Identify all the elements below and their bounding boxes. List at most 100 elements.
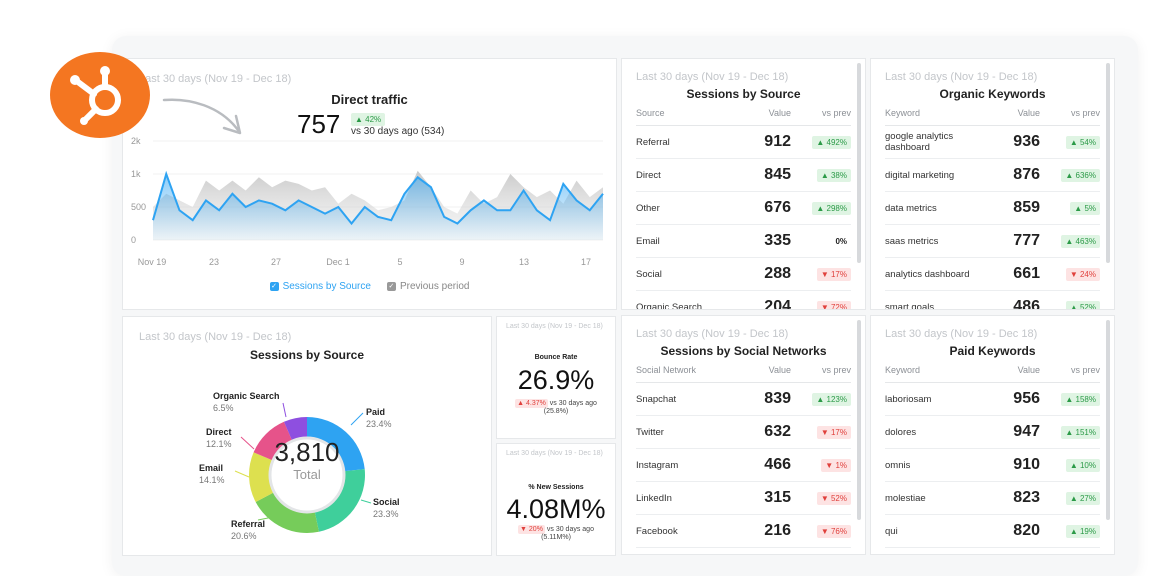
- column-header[interactable]: vs prev: [821, 365, 851, 375]
- social-networks-table: Social Network Value vs prev Snapchat 839 ▲ 1…: [636, 358, 851, 548]
- row-value: 204: [764, 298, 791, 310]
- sessions-by-source-table-card: Last 30 days (Nov 19 - Dec 18) Sessions …: [621, 58, 866, 310]
- column-header[interactable]: Value: [1017, 365, 1040, 375]
- column-header[interactable]: Social Network: [636, 365, 697, 375]
- table-row[interactable]: google analytics dashboard 936 ▲ 54%: [885, 126, 1100, 159]
- column-header[interactable]: vs prev: [1070, 108, 1100, 118]
- donut-slice-direct[interactable]: [253, 421, 292, 461]
- card-title: Sessions by Source: [249, 348, 365, 362]
- row-change-cell: ▲ 54%: [1040, 135, 1100, 149]
- column-header[interactable]: Source: [636, 108, 665, 118]
- row-change-cell: ▼ 24%: [1040, 267, 1100, 281]
- table-row[interactable]: Social 288 ▼ 17%: [636, 258, 851, 291]
- slice-percent: 23.3%: [373, 509, 399, 519]
- table-row[interactable]: Organic Search 204 ▼ 72%: [636, 291, 851, 310]
- row-value: 859: [1013, 199, 1040, 216]
- checkbox-checked-icon[interactable]: ✓: [386, 282, 396, 291]
- slice-percent: 20.6%: [231, 531, 257, 541]
- column-header[interactable]: vs prev: [1070, 365, 1100, 375]
- row-value: 486: [1013, 298, 1040, 310]
- period-label: Last 30 days (Nov 19 - Dec 18): [139, 331, 292, 343]
- y-tick-label: 0: [131, 235, 136, 245]
- table-row[interactable]: Facebook 216 ▼ 76%: [636, 515, 851, 548]
- change-badge: ▲ 52%: [1065, 300, 1100, 309]
- column-header[interactable]: Value: [768, 108, 791, 118]
- row-change-cell: ▲ 158%: [1040, 392, 1100, 406]
- table-row[interactable]: Other 676 ▲ 298%: [636, 192, 851, 225]
- table-row[interactable]: Direct 845 ▲ 38%: [636, 159, 851, 192]
- slice-percent: 23.4%: [366, 419, 392, 429]
- change-badge: ▲ 151%: [1061, 425, 1100, 439]
- change-badge: ▲ 463%: [1061, 234, 1100, 248]
- table-row[interactable]: Snapchat 839 ▲ 123%: [636, 383, 851, 416]
- row-change-cell: ▲ 38%: [791, 168, 851, 182]
- column-header[interactable]: Value: [768, 365, 791, 375]
- kpi-compare-row: ▲ 4.37% vs 30 days ago: [497, 399, 615, 408]
- row-value: 947: [1013, 423, 1040, 440]
- x-tick-label: Dec 1: [326, 257, 350, 267]
- table-row[interactable]: Email 335 0%: [636, 225, 851, 258]
- slice-leader-line: [282, 402, 287, 418]
- row-label: analytics dashboard: [885, 268, 970, 280]
- table-header: Keyword Value vs prev: [885, 358, 1100, 383]
- kpi-compare: vs 30 days ago: [549, 400, 597, 407]
- table-row[interactable]: Instagram 466 ▼ 1%: [636, 449, 851, 482]
- row-value: 216: [764, 522, 791, 539]
- row-change-cell: 0%: [791, 235, 851, 248]
- donut-slice-organic-search[interactable]: [283, 417, 307, 441]
- column-header[interactable]: Value: [1017, 108, 1040, 118]
- x-tick-label: 13: [519, 257, 529, 267]
- column-header[interactable]: Keyword: [885, 365, 921, 375]
- row-change-cell: ▲ 10%: [1040, 458, 1100, 472]
- donut-slice-paid[interactable]: [307, 417, 365, 472]
- table-row[interactable]: omnis 910 ▲ 10%: [885, 449, 1100, 482]
- x-tick-label: Nov 19: [138, 257, 167, 267]
- traffic-area-chart: 2k 1k 500 0 Nov 19 23 27 Dec 1 5 9 13 17: [131, 136, 604, 267]
- donut-slice-social[interactable]: [314, 469, 365, 532]
- row-label: Facebook: [636, 525, 678, 537]
- table-header: Keyword Value vs prev: [885, 101, 1100, 126]
- table-row[interactable]: digital marketing 876 ▲ 636%: [885, 159, 1100, 192]
- legend-item-sessions[interactable]: ✓ Sessions by Source: [269, 281, 371, 292]
- row-value: 823: [1013, 489, 1040, 506]
- table-row[interactable]: qui 820 ▲ 19%: [885, 515, 1100, 548]
- column-header[interactable]: Keyword: [885, 108, 921, 118]
- checkbox-checked-icon[interactable]: ✓: [269, 282, 279, 291]
- table-row[interactable]: Twitter 632 ▼ 17%: [636, 416, 851, 449]
- series-line-sessions: [152, 170, 604, 226]
- row-change-cell: ▲ 463%: [1040, 234, 1100, 248]
- table-row[interactable]: data metrics 859 ▲ 5%: [885, 192, 1100, 225]
- row-value: 936: [1013, 133, 1040, 150]
- period-label: Last 30 days (Nov 19 - Dec 18): [885, 328, 1038, 340]
- pointer-arrow-icon: [162, 98, 242, 135]
- scrollbar[interactable]: [1106, 63, 1110, 263]
- change-badge: ▲ 298%: [812, 201, 851, 215]
- x-tick-label: 27: [271, 257, 281, 267]
- table-row[interactable]: analytics dashboard 661 ▼ 24%: [885, 258, 1100, 291]
- donut-slice-referral[interactable]: [255, 492, 319, 533]
- slice-label: Paid: [366, 407, 385, 417]
- table-row[interactable]: laboriosam 956 ▲ 158%: [885, 383, 1100, 416]
- row-value: 876: [1013, 166, 1040, 183]
- table-row[interactable]: smart goals 486 ▲ 52%: [885, 291, 1100, 310]
- legend-item-previous[interactable]: ✓ Previous period: [386, 281, 469, 292]
- column-header[interactable]: vs prev: [821, 108, 851, 118]
- table-row[interactable]: dolores 947 ▲ 151%: [885, 416, 1100, 449]
- chart-legend: ✓ Sessions by Source ✓ Previous period: [123, 281, 616, 292]
- row-label: Direct: [636, 169, 661, 181]
- source-table: Source Value vs prev Referral 912 ▲ 492% Direc…: [636, 101, 851, 310]
- table-row[interactable]: Referral 912 ▲ 492%: [636, 126, 851, 159]
- table-row[interactable]: molestiae 823 ▲ 27%: [885, 482, 1100, 515]
- table-row[interactable]: LinkedIn 315 ▼ 52%: [636, 482, 851, 515]
- row-change-cell: ▲ 123%: [791, 392, 851, 406]
- kpi-value: 26.9%: [517, 365, 595, 395]
- donut-slice-email[interactable]: [249, 452, 274, 502]
- scrollbar[interactable]: [857, 63, 861, 263]
- scrollbar[interactable]: [857, 320, 861, 520]
- y-tick-label: 500: [131, 202, 146, 212]
- scrollbar[interactable]: [1106, 320, 1110, 520]
- row-label: Social: [636, 268, 662, 280]
- table-row[interactable]: saas metrics 777 ▲ 463%: [885, 225, 1100, 258]
- row-value: 777: [1013, 232, 1040, 249]
- slice-percent: 14.1%: [199, 475, 225, 485]
